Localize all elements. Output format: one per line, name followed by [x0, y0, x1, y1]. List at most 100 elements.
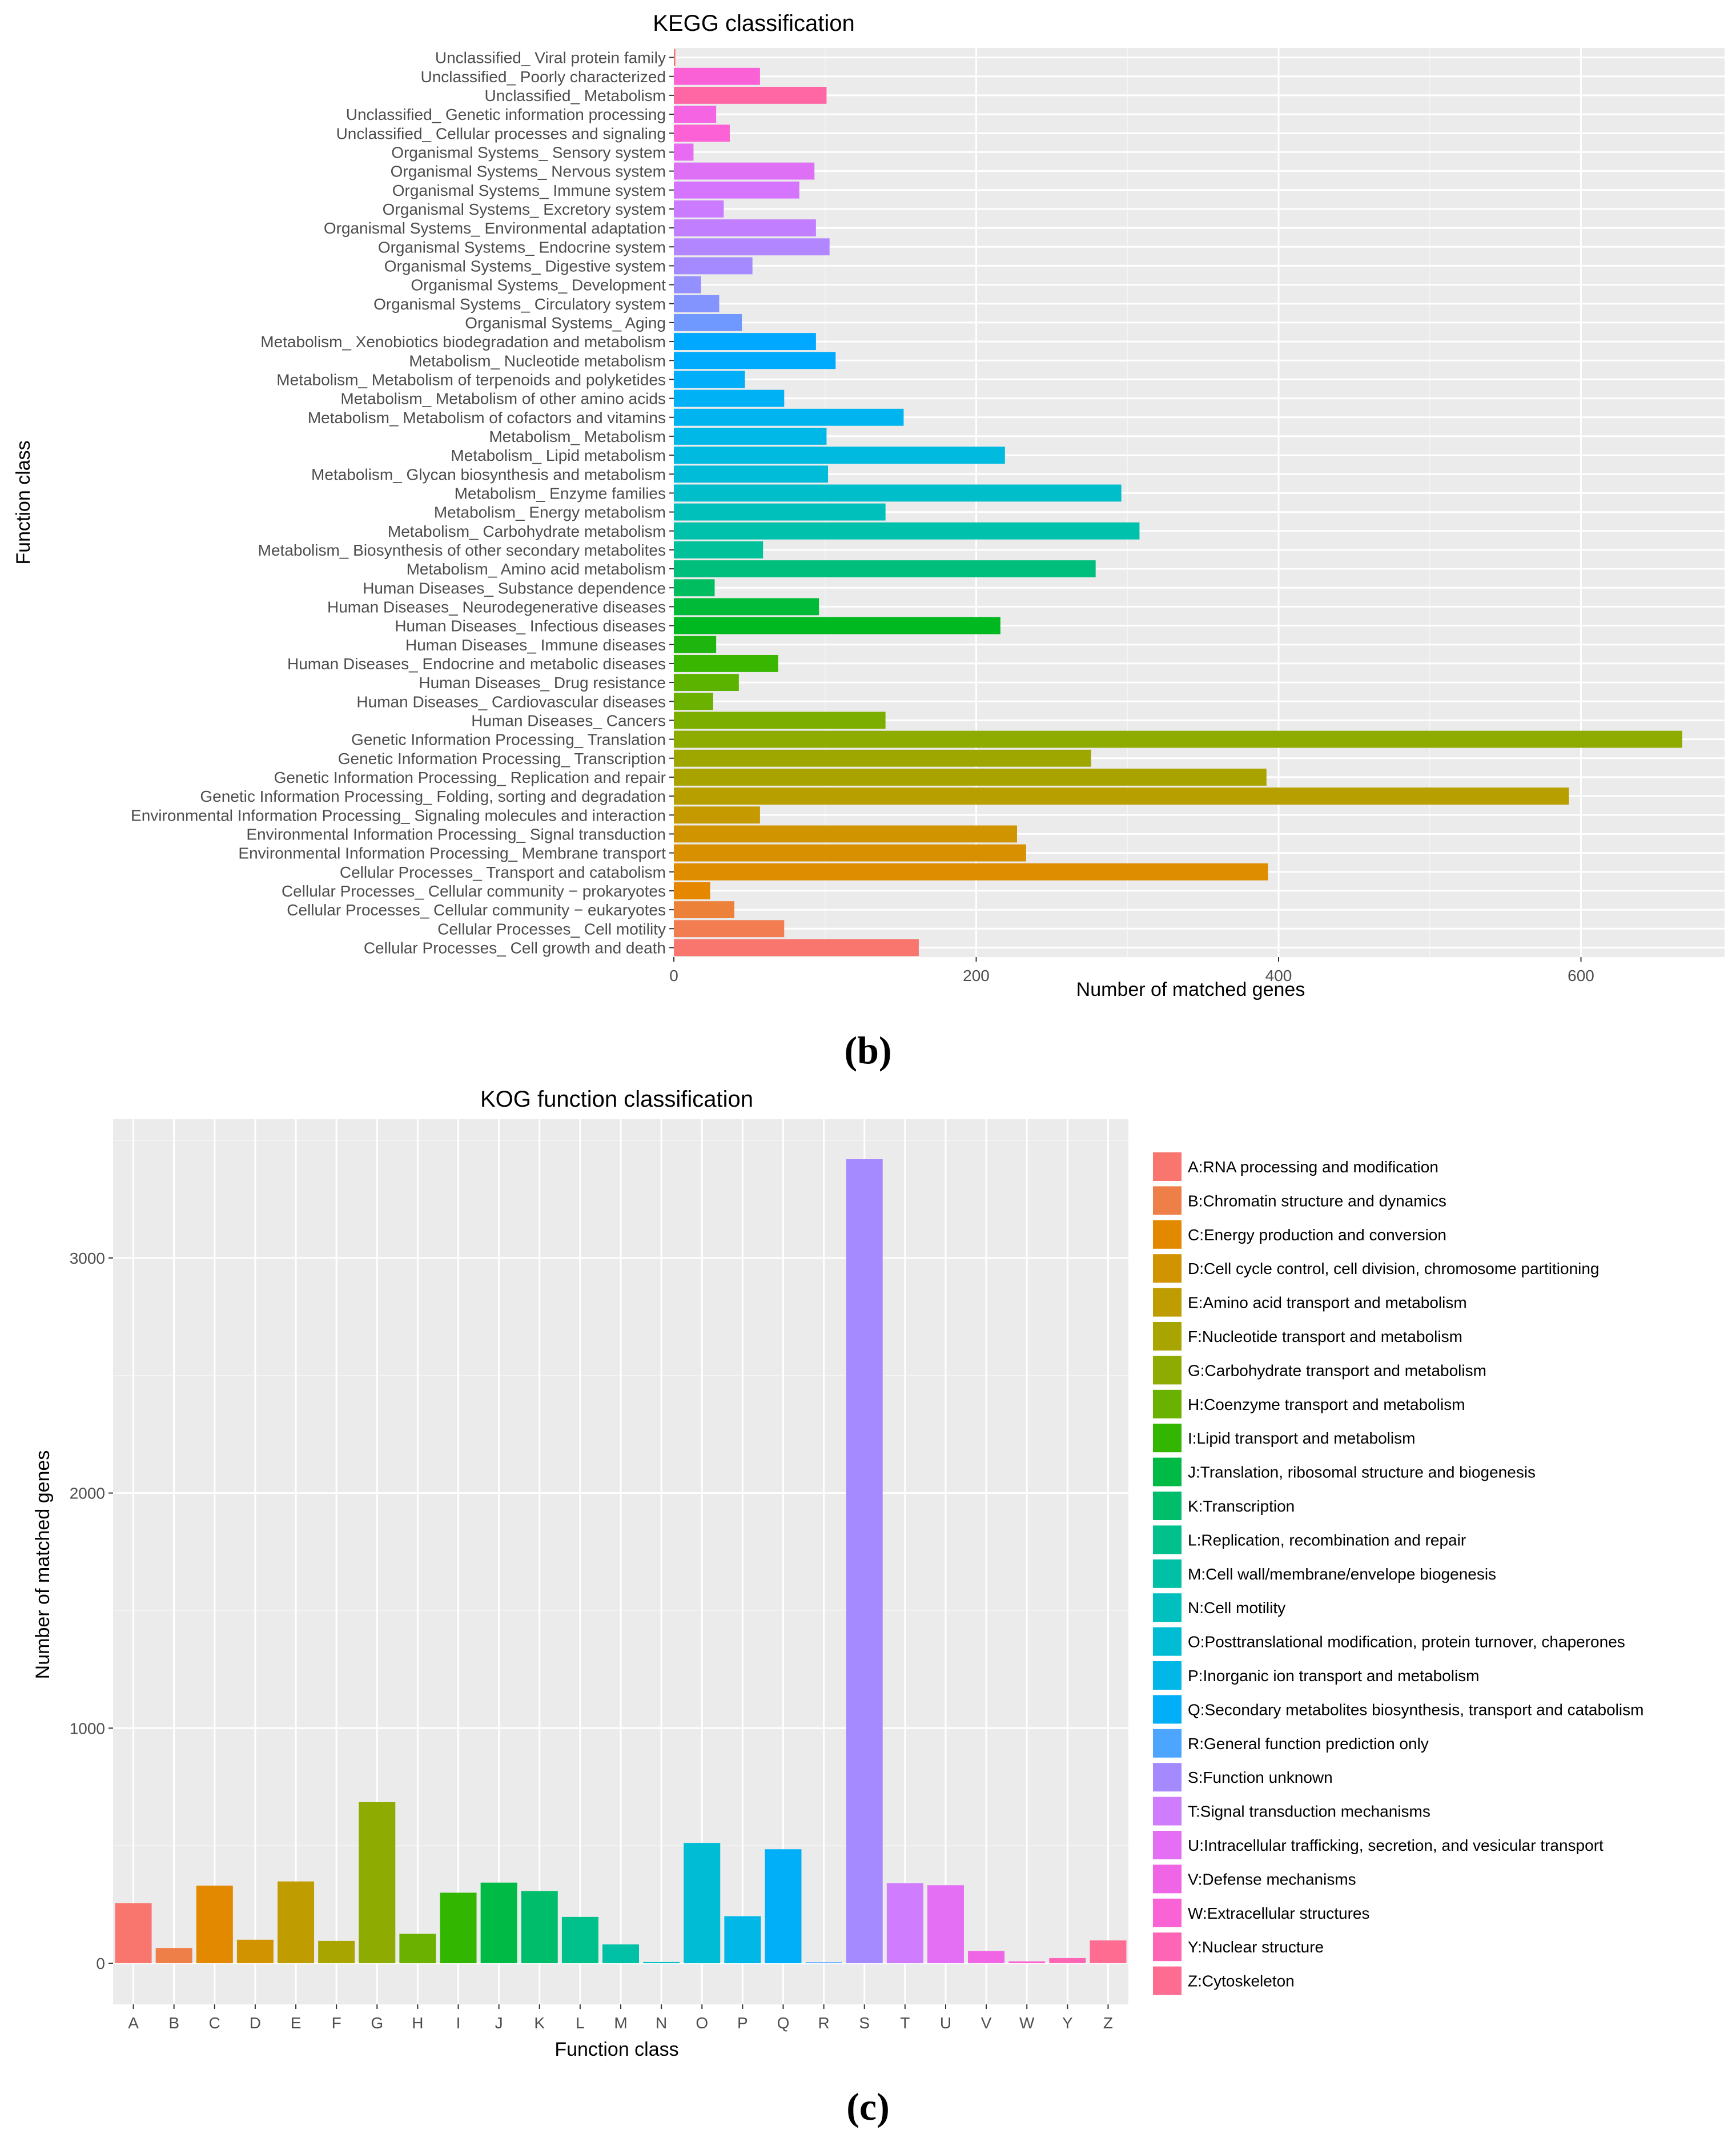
kog-bar [724, 1916, 761, 1963]
kog-legend-label: R:General function prediction only [1188, 1735, 1429, 1753]
kegg-category-label: Organismal Systems_ Immune system [392, 182, 666, 199]
kegg-bar [674, 49, 676, 66]
kog-legend-key [1152, 1151, 1183, 1182]
kegg-bar [674, 654, 778, 672]
kog-x-tick-label: S [859, 2014, 870, 2032]
kog-legend-key [1152, 1321, 1183, 1352]
kegg-category-label: Unclassified_ Poorly characterized [420, 68, 666, 86]
kog-legend-key [1152, 1287, 1183, 1318]
kegg-category-label: Environmental Information Processing_ Me… [238, 845, 666, 862]
kog-y-tick-labels: 0 1000 2000 3000 [70, 1249, 113, 1972]
kegg-bar [674, 787, 1569, 805]
kegg-bar [674, 86, 827, 104]
kog-legend-key [1152, 1355, 1183, 1386]
kog-bar [805, 1962, 842, 1963]
kog-legend-label: J:Translation, ribosomal structure and b… [1188, 1464, 1536, 1481]
kog-bar [115, 1903, 152, 1963]
kegg-category-label: Genetic Information Processing_ Translat… [351, 731, 666, 749]
kog-bars [115, 1159, 1127, 1963]
kegg-plot-panel [674, 48, 1725, 957]
kegg-bar [674, 825, 1017, 843]
kegg-bar [674, 219, 816, 237]
kegg-category-label: Metabolism_ Enzyme families [455, 484, 666, 502]
kegg-category-label: Metabolism_ Biosynthesis of other second… [258, 541, 666, 559]
kog-title: KOG function classification [480, 1087, 753, 1112]
kegg-category-label: Cellular Processes_ Cellular community −… [287, 901, 666, 919]
kog-y-tick-label: 0 [96, 1955, 105, 1972]
kog-legend-label: F:Nucleotide transport and metabolism [1188, 1328, 1462, 1345]
kog-legend-label: Q:Secondary metabolites biosynthesis, tr… [1188, 1701, 1643, 1718]
kegg-bar [674, 712, 886, 729]
kog-legend-key [1152, 1965, 1183, 1996]
kog-x-axis-label: Function class [554, 2039, 678, 2060]
kegg-bar [674, 106, 717, 123]
kegg-x-tick-label: 600 [1568, 967, 1594, 984]
kog-legend-label: W:Extracellular structures [1188, 1904, 1369, 1922]
kog-x-tick-label: P [737, 2014, 748, 2032]
kog-legend-key [1152, 1762, 1183, 1793]
kegg-category-label: Unclassified_ Metabolism [485, 87, 666, 105]
kegg-bar [674, 730, 1682, 748]
kegg-category-label: Organismal Systems_ Development [411, 276, 666, 294]
kegg-bar [674, 181, 799, 199]
kegg-bar [674, 598, 819, 616]
kog-legend-label: A:RNA processing and modification [1188, 1158, 1438, 1176]
kegg-bar [674, 465, 829, 483]
kog-bar [561, 1916, 598, 1963]
kegg-category-label: Human Diseases_ Neurodegenerative diseas… [327, 598, 666, 616]
kog-legend-label: E:Amino acid transport and metabolism [1188, 1294, 1467, 1312]
kog-legend-key [1152, 1727, 1183, 1759]
kog-bar [236, 1939, 274, 1963]
kegg-bar [674, 257, 753, 275]
kegg-category-label: Environmental Information Processing_ Si… [131, 806, 666, 824]
panel-label-b: (b) [844, 1028, 891, 1072]
kog-x-tick-label: B [168, 2014, 179, 2032]
kog-bar [359, 1802, 396, 1963]
kog-legend: A:RNA processing and modification B:Chrom… [1152, 1151, 1643, 1996]
kegg-category-label: Human Diseases_ Immune diseases [405, 636, 666, 654]
kog-bar [968, 1951, 1005, 1963]
kegg-category-label: Environmental Information Processing_ Si… [246, 825, 666, 843]
kegg-bar [674, 920, 785, 938]
kog-x-tick-label: T [900, 2014, 910, 2032]
kegg-bar [674, 939, 919, 957]
kegg-bar [674, 674, 739, 692]
kegg-category-label: Cellular Processes_ Cell growth and deat… [364, 939, 666, 957]
kog-bar [440, 1892, 477, 1963]
kegg-category-label: Human Diseases_ Cancers [471, 712, 666, 729]
kog-x-tick-label: F [332, 2014, 341, 2032]
kog-legend-key [1152, 1660, 1183, 1691]
kog-legend-key [1152, 1422, 1183, 1454]
kegg-x-tick-label: 400 [1265, 967, 1292, 984]
kegg-bar [674, 768, 1267, 786]
kog-legend-label: V:Defense mechanisms [1188, 1870, 1356, 1888]
kog-y-axis-label: Number of matched genes [32, 1450, 54, 1679]
kegg-title: KEGG classification [653, 11, 854, 36]
kog-x-tick-label: Z [1103, 2014, 1113, 2032]
kog-legend-key [1152, 1456, 1183, 1488]
kegg-bar [674, 806, 760, 824]
kegg-bar [674, 238, 830, 256]
kog-bar [521, 1891, 558, 1963]
kegg-category-label: Human Diseases_ Cardiovascular diseases [356, 693, 666, 710]
kegg-category-label: Organismal Systems_ Excretory system [383, 200, 666, 218]
kog-legend-key [1152, 1388, 1183, 1420]
kegg-x-tick-label: 200 [963, 967, 990, 984]
kog-legend-key [1152, 1694, 1183, 1725]
kog-legend-label: L:Replication, recombination and repair [1188, 1531, 1466, 1549]
kog-bar [480, 1882, 517, 1963]
kog-x-tick-label: N [656, 2014, 667, 2032]
kegg-category-label: Metabolism_ Xenobiotics biodegradation a… [260, 333, 666, 351]
kegg-bar [674, 143, 694, 161]
kegg-bar [674, 541, 763, 558]
kegg-y-axis-label: Function class [13, 440, 34, 564]
kegg-category-label: Metabolism_ Glycan biosynthesis and meta… [311, 465, 666, 483]
kegg-bar [674, 844, 1026, 862]
kog-x-tick-label: R [818, 2014, 829, 2032]
kog-bar [318, 1940, 355, 1963]
kegg-bar [674, 124, 730, 142]
kegg-category-label: Organismal Systems_ Digestive system [384, 257, 666, 275]
kegg-category-label: Organismal Systems_ Aging [465, 314, 666, 332]
